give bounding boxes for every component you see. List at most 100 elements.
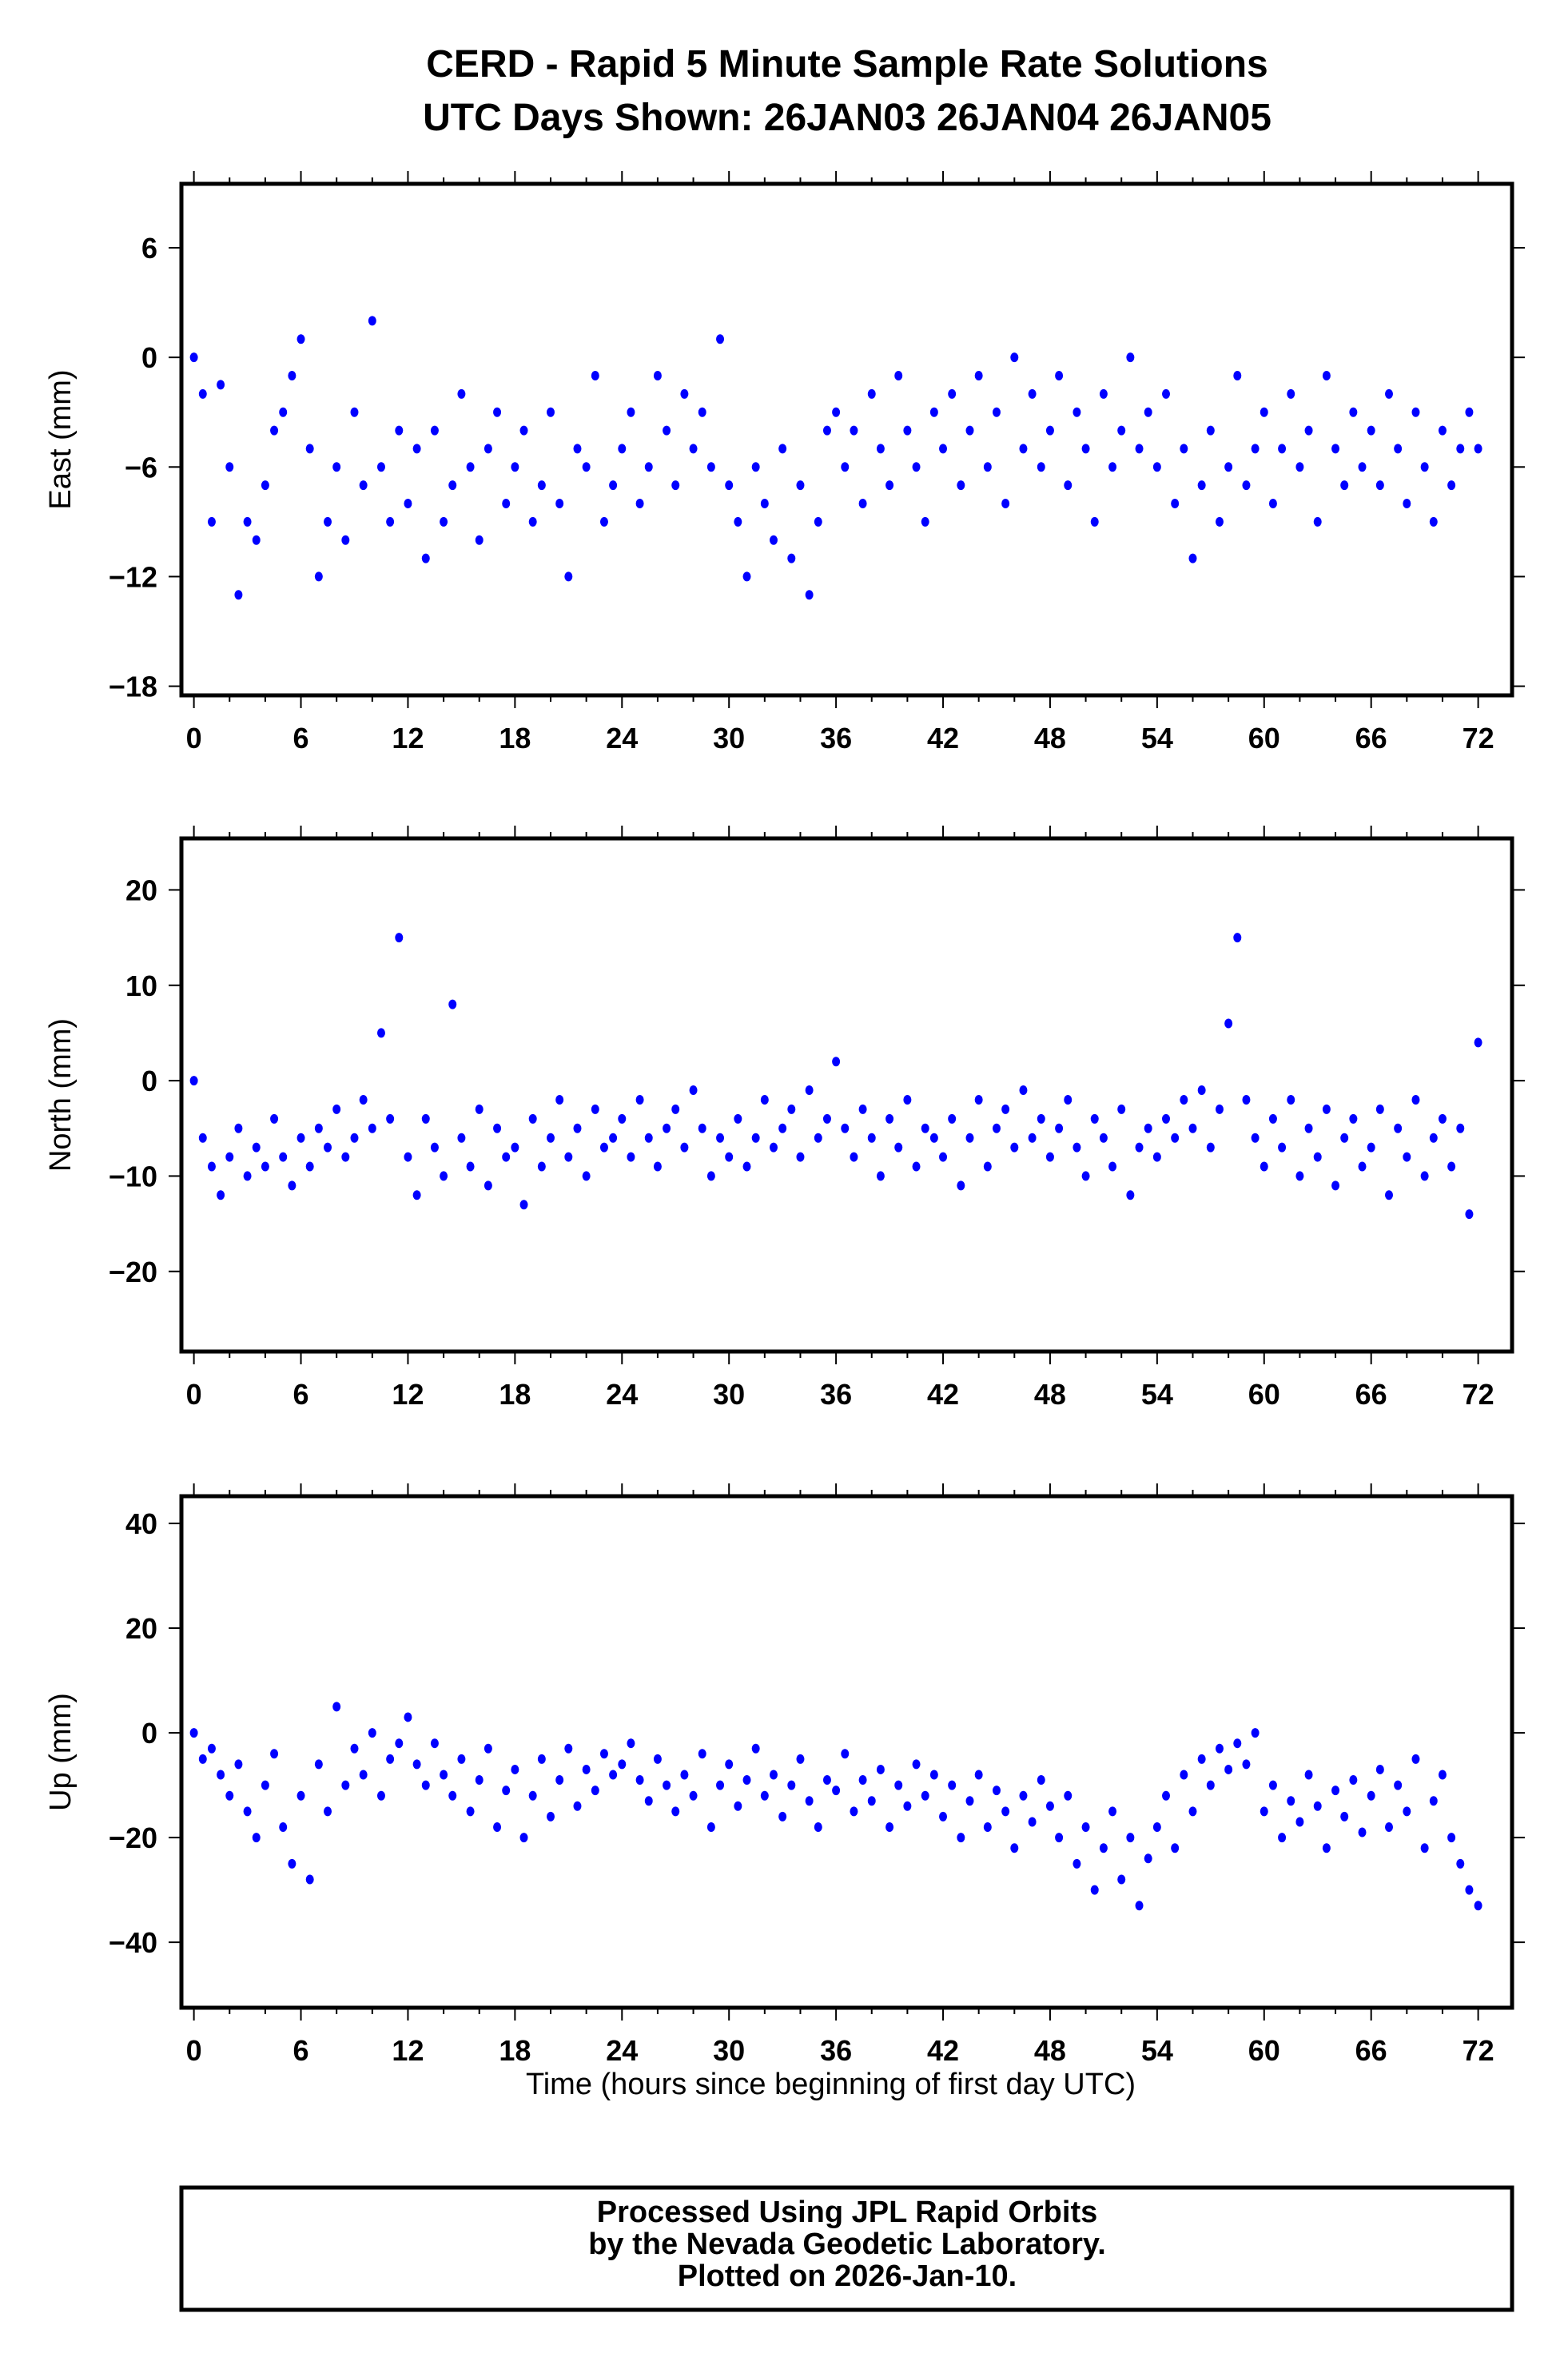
data-point bbox=[502, 499, 511, 508]
data-point bbox=[1206, 1142, 1215, 1153]
data-point bbox=[1180, 1094, 1188, 1105]
footer-line-2: by the Nevada Geodetic Laboratory. bbox=[588, 2228, 1106, 2261]
data-point bbox=[618, 1759, 627, 1770]
x-tick-label: 12 bbox=[392, 1378, 424, 1411]
data-point bbox=[885, 480, 894, 491]
data-point bbox=[698, 407, 706, 417]
data-point bbox=[324, 516, 332, 527]
data-point bbox=[1349, 1775, 1358, 1786]
data-point bbox=[573, 444, 582, 454]
x-tick-label: 54 bbox=[1141, 2034, 1173, 2067]
data-point bbox=[876, 444, 885, 454]
data-point bbox=[1411, 1754, 1420, 1764]
data-point bbox=[939, 1152, 948, 1162]
data-point bbox=[511, 1764, 519, 1774]
data-point bbox=[573, 1801, 582, 1811]
data-point bbox=[1349, 1113, 1358, 1124]
data-point bbox=[832, 1057, 841, 1067]
data-point bbox=[876, 1764, 885, 1774]
data-point bbox=[1215, 1104, 1224, 1114]
data-point bbox=[1375, 1104, 1384, 1114]
data-point bbox=[653, 371, 662, 380]
data-point bbox=[850, 1152, 858, 1162]
data-point bbox=[1242, 1759, 1251, 1770]
data-point bbox=[198, 1133, 207, 1143]
data-point bbox=[1064, 480, 1073, 491]
data-point bbox=[1304, 1770, 1313, 1780]
data-point bbox=[1135, 1142, 1144, 1153]
data-point bbox=[368, 1728, 376, 1738]
data-point bbox=[225, 1152, 234, 1162]
x-tick-label: 60 bbox=[1248, 1378, 1280, 1411]
data-point bbox=[564, 571, 573, 582]
x-tick-label: 54 bbox=[1141, 1378, 1173, 1411]
data-point bbox=[1090, 516, 1099, 527]
data-point bbox=[1090, 1113, 1099, 1124]
x-tick-label: 24 bbox=[606, 722, 638, 754]
data-point bbox=[698, 1123, 706, 1133]
data-point bbox=[1331, 444, 1340, 454]
data-point bbox=[519, 1200, 528, 1210]
data-point bbox=[858, 1775, 867, 1786]
x-tick-label: 72 bbox=[1463, 1378, 1494, 1411]
data-point bbox=[706, 1822, 715, 1833]
footer-box bbox=[179, 2185, 1514, 2312]
y-axis-label: North (mm) bbox=[44, 1018, 78, 1172]
data-point bbox=[1251, 1728, 1260, 1738]
data-point bbox=[234, 1123, 243, 1133]
data-point bbox=[680, 388, 689, 399]
data-point bbox=[1028, 388, 1037, 399]
data-point bbox=[796, 1754, 805, 1764]
data-point bbox=[475, 535, 484, 545]
x-tick-label: 6 bbox=[293, 1378, 309, 1411]
data-point bbox=[296, 334, 305, 344]
data-point bbox=[671, 1104, 680, 1114]
data-point bbox=[957, 480, 965, 491]
data-point bbox=[314, 571, 323, 582]
data-point bbox=[1242, 480, 1251, 491]
data-point bbox=[1287, 1094, 1295, 1105]
data-point bbox=[1287, 388, 1295, 399]
data-point bbox=[198, 388, 207, 399]
data-point bbox=[564, 1152, 573, 1162]
data-point bbox=[1403, 1152, 1411, 1162]
data-point bbox=[706, 462, 715, 472]
data-point bbox=[1108, 462, 1117, 472]
data-point bbox=[627, 1152, 635, 1162]
data-point bbox=[395, 1738, 404, 1749]
data-point bbox=[421, 1113, 430, 1124]
data-point bbox=[484, 444, 492, 454]
data-point bbox=[751, 1133, 760, 1143]
data-point bbox=[430, 1738, 439, 1749]
data-point bbox=[689, 1790, 698, 1801]
data-point bbox=[1278, 1142, 1287, 1153]
data-point bbox=[261, 480, 269, 491]
data-point bbox=[787, 1104, 796, 1114]
data-point bbox=[627, 407, 635, 417]
data-point bbox=[412, 444, 421, 454]
data-point bbox=[1215, 1743, 1224, 1754]
data-point bbox=[948, 1113, 957, 1124]
data-point bbox=[376, 1028, 385, 1038]
data-point bbox=[252, 1142, 261, 1153]
data-point bbox=[939, 444, 948, 454]
data-point bbox=[1358, 1827, 1367, 1837]
data-point bbox=[742, 1775, 751, 1786]
data-point bbox=[305, 444, 314, 454]
data-point bbox=[1260, 1161, 1268, 1172]
data-point bbox=[1055, 1833, 1064, 1843]
data-point bbox=[386, 1113, 395, 1124]
data-point bbox=[288, 1858, 296, 1869]
data-point bbox=[279, 1822, 288, 1833]
data-point bbox=[760, 1790, 769, 1801]
data-point bbox=[814, 516, 822, 527]
data-point bbox=[1019, 444, 1028, 454]
data-point bbox=[1010, 1142, 1019, 1153]
y-tick-label: 40 bbox=[125, 1507, 157, 1540]
footer-line-3: Plotted on 2026-Jan-10. bbox=[678, 2259, 1017, 2293]
data-point bbox=[1474, 444, 1482, 454]
y-tick-label: 10 bbox=[125, 969, 157, 1002]
x-tick-label: 66 bbox=[1355, 2034, 1387, 2067]
data-point bbox=[992, 1123, 1001, 1133]
data-point bbox=[475, 1775, 484, 1786]
